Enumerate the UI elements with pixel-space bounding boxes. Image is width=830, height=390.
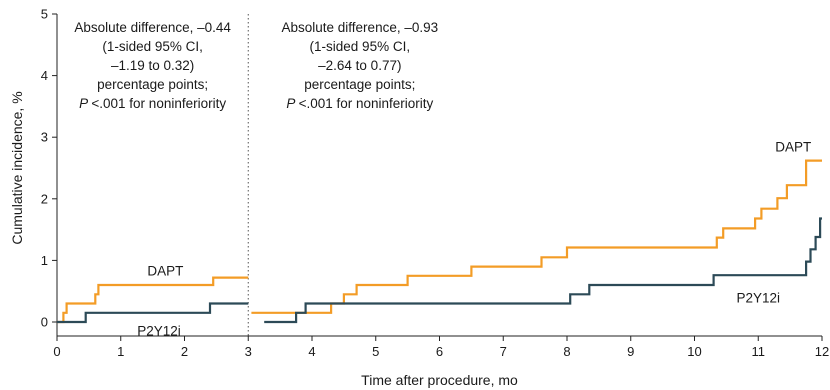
- annotations: Absolute difference, –0.44 (1-sided 95% C…: [74, 20, 438, 111]
- series-line-dapt: [251, 159, 822, 314]
- annotation-line: (1-sided 95% CI,: [310, 39, 411, 54]
- x-tick-label: 10: [687, 344, 701, 359]
- annotation-line: P <.001 for noninferiority: [79, 96, 226, 111]
- series: [57, 159, 822, 324]
- y-tick-label: 4: [41, 68, 48, 83]
- series-label-p2y12i: P2Y12i: [137, 324, 181, 339]
- annotation-line: Absolute difference, –0.44: [74, 20, 231, 35]
- annotation-line: percentage points;: [97, 77, 208, 92]
- series-line-p2y12i: [57, 302, 249, 324]
- x-tick-label: 1: [117, 344, 124, 359]
- series-label-p2y12i: P2Y12i: [736, 290, 780, 305]
- annotation-line: (1-sided 95% CI,: [102, 39, 203, 54]
- series-line-p2y12i: [264, 217, 822, 324]
- y-tick-label: 5: [41, 7, 48, 22]
- x-tick-label: 8: [563, 344, 570, 359]
- x-tick-label: 4: [308, 344, 315, 359]
- series-label-dapt: DAPT: [775, 139, 811, 154]
- x-tick-label: 5: [372, 344, 379, 359]
- x-axis-title: Time after procedure, mo: [361, 372, 518, 388]
- x-tick-label: 3: [245, 344, 252, 359]
- x-tick-label: 6: [436, 344, 443, 359]
- annotation-line: Absolute difference, –0.93: [282, 20, 439, 35]
- series-labels: DAPT DAPT P2Y12i P2Y12i: [137, 139, 811, 338]
- annotation-line: percentage points;: [304, 77, 415, 92]
- y-tick-label: 2: [41, 191, 48, 206]
- series-line-dapt: [57, 276, 249, 324]
- series-label-dapt: DAPT: [147, 263, 183, 278]
- annotation-line: P <.001 for noninferiority: [286, 96, 433, 111]
- y-tick-label: 3: [41, 130, 48, 145]
- x-tick-label: 7: [500, 344, 507, 359]
- x-tick-label: 12: [815, 344, 829, 359]
- y-axis-title: Cumulative incidence, %: [9, 91, 25, 244]
- x-tick-label: 11: [752, 344, 766, 359]
- x-tick-label: 2: [181, 344, 188, 359]
- annotation-line: –1.19 to 0.32): [111, 58, 194, 73]
- annotation-line: –2.64 to 0.77): [318, 58, 401, 73]
- x-tick-label: 0: [53, 344, 60, 359]
- x-tick-label: 9: [627, 344, 634, 359]
- y-tick-label: 1: [41, 253, 48, 268]
- y-tick-label: 0: [41, 315, 48, 330]
